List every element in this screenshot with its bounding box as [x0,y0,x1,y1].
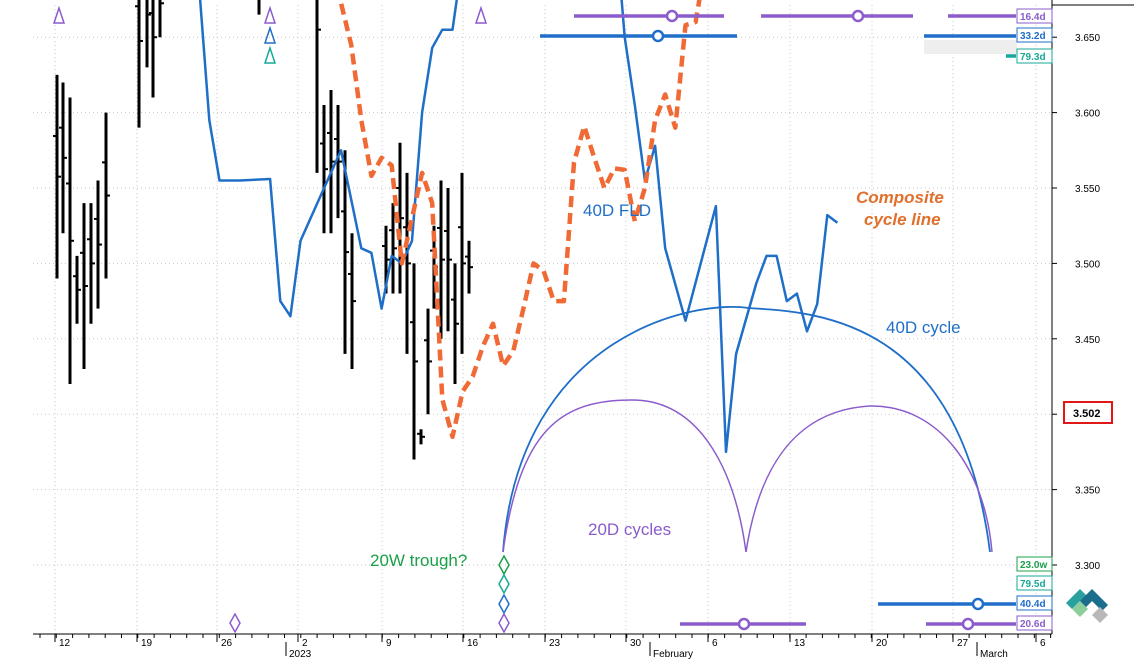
badge-23-0w: 23.0w [1016,556,1053,572]
cycle-arc-20d [502,399,747,553]
series-lines [198,0,839,454]
cycle-trough-marker [498,593,510,615]
svg-text:33.2d: 33.2d [1020,31,1046,42]
cycle-arcs [502,305,993,553]
x-tick-label: 13 [794,638,806,649]
fld-40d-line [198,0,839,454]
cycle-arc-20d [745,405,993,553]
axes: 3.3003.3503.4003.4503.5003.5503.6003.650… [33,0,1134,660]
svg-text:40.4d: 40.4d [1020,599,1046,610]
cycle-trough-marker [498,612,510,634]
month-label: 2023 [289,649,312,660]
x-tick-label: 30 [630,638,642,649]
svg-text:79.3d: 79.3d [1020,52,1046,63]
composite-cycle-line [337,0,702,440]
cycle-peak-marker [474,5,488,24]
x-tick-label: 20 [876,638,888,649]
y-tick-label: 3.550 [1075,184,1100,195]
cycle-arc-40d [502,305,991,553]
x-tick-label: 23 [549,638,561,649]
svg-text:79.5d: 79.5d [1020,579,1046,590]
annotation-20d-cycles: 20D cycles [588,520,671,539]
y-tick-label: 3.650 [1075,33,1100,44]
cycle-trough-marker [498,554,510,576]
cycle-trough-marker [498,573,510,595]
badge-79-5d: 79.5d [1016,575,1053,591]
price-bars [53,0,473,460]
cycle-trough-marker [229,612,241,634]
period-bar-center [851,9,865,23]
y-tick-label: 3.350 [1075,486,1100,497]
cycle-peak-marker [263,45,277,64]
annotation-40d-fld: 40D FLD [583,201,651,220]
last-price-label: 3.502 [1063,401,1113,424]
cycle-peak-marker [263,5,277,24]
badge-20-6d: 20.6d [1016,615,1053,631]
svg-text:23.0w: 23.0w [1020,560,1047,571]
svg-text:16.4d: 16.4d [1020,12,1046,23]
x-tick-label: 12 [59,638,71,649]
grid [33,5,1052,634]
x-tick-label: 9 [386,638,392,649]
x-tick-label: 6 [712,638,718,649]
period-bar-center [737,617,751,631]
x-tick-label: 26 [221,638,233,649]
brand-logo-icon [1066,589,1108,623]
annotation-cycle-line: cycle line [864,210,941,229]
x-tick-label: 6 [1040,638,1046,649]
month-label: March [980,649,1008,660]
cycle-peak-marker [263,25,277,44]
period-shade [924,40,1017,54]
period-bar-center [651,29,665,43]
month-label: February [653,649,693,660]
x-tick-label: 16 [467,638,479,649]
annotation-20w-trough: 20W trough? [370,551,467,570]
y-tick-label: 3.500 [1075,259,1100,270]
cycle-peak-marker [52,5,66,24]
y-tick-label: 3.450 [1075,335,1100,346]
y-tick-label: 3.300 [1075,561,1100,572]
annotation-composite: Composite [856,188,944,207]
badge-40-4d: 40.4d [1016,595,1053,611]
svg-text:20.6d: 20.6d [1020,619,1046,630]
period-bar-center [961,617,975,631]
badge-33-2d: 33.2d [1016,27,1053,43]
period-bar-center [665,9,679,23]
cycle-markers [52,5,1017,634]
svg-text:3.502: 3.502 [1073,408,1101,420]
period-bar-center [971,597,985,611]
y-tick-label: 3.600 [1075,109,1100,120]
badge-79-3d: 79.3d [1016,48,1053,64]
x-tick-label: 2 [302,638,308,649]
x-tick-label: 19 [141,638,153,649]
x-tick-label: 27 [957,638,969,649]
badge-16-4d: 16.4d [1016,8,1053,24]
annotation-40d-cycle: 40D cycle [886,318,961,337]
